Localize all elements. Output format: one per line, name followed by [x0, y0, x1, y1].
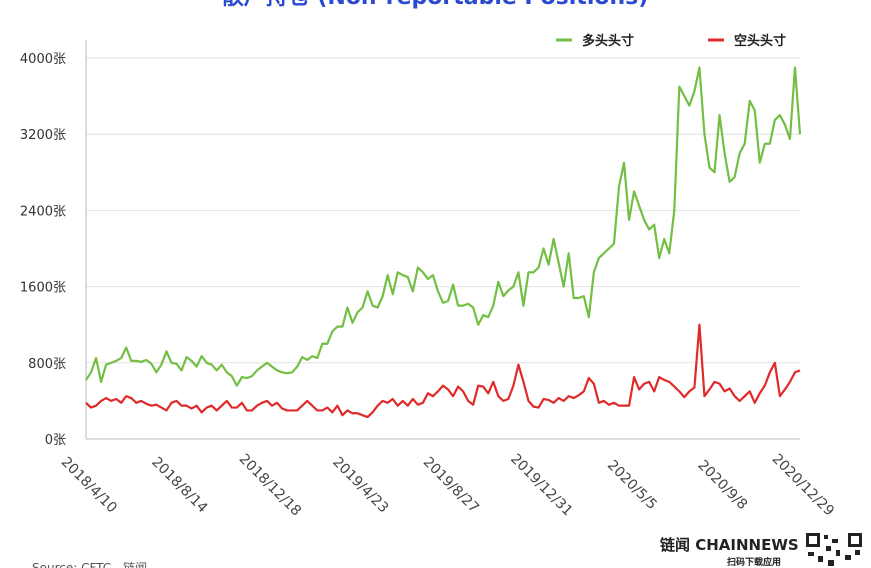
logo: 链闻 CHAINNEWS [660, 536, 799, 554]
x-tick-label: 2019/4/23 [329, 454, 391, 516]
x-tick-label: 2018/8/14 [148, 454, 210, 516]
y-tick-label: 2400张 [20, 204, 66, 219]
source: Source: CFTC，链闻 [32, 560, 147, 568]
y-tick-label: 0张 [45, 433, 66, 448]
y-tick-label: 800张 [28, 357, 66, 372]
series-line [85, 323, 801, 419]
x-tick-label: 2020/5/5 [604, 457, 660, 513]
x-tick-label: 2018/4/10 [58, 454, 120, 516]
x-tick-label: 2020/12/29 [769, 451, 837, 519]
y-tick-label: 3200张 [20, 128, 66, 143]
logo-caption: 扫码下载应用 [727, 556, 781, 568]
y-tick-label: 1600张 [20, 281, 66, 296]
chart-title: 散户持仓 (Non-reportable Positions) [222, 0, 649, 10]
y-tick-label: 4000张 [20, 52, 66, 67]
x-tick-label: 2018/12/18 [236, 451, 304, 519]
x-tick-label: 2019/12/31 [507, 451, 575, 519]
x-tick-label: 2020/9/8 [694, 457, 750, 513]
legend-label: 空头头寸 [734, 33, 786, 49]
x-tick-label: 2019/8/27 [420, 454, 482, 516]
qr-code [806, 533, 862, 566]
legend-label: 多头头寸 [582, 33, 634, 49]
series-line [85, 66, 802, 387]
